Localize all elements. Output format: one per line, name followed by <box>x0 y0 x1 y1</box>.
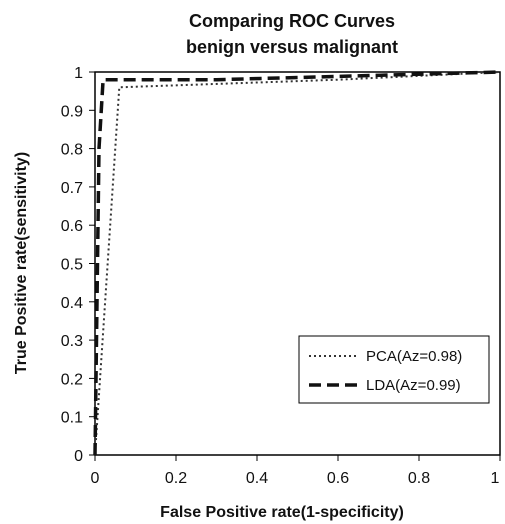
legend: PCA(Az=0.98) LDA(Az=0.99) <box>299 336 489 403</box>
y-tick-label: 0.6 <box>61 218 83 235</box>
y-tick-label: 0.2 <box>61 371 83 388</box>
y-tick-label: 1 <box>74 65 83 82</box>
y-tick-label: 0 <box>74 448 83 465</box>
y-tick-label: 0.7 <box>61 180 83 197</box>
chart-title-line-1: Comparing ROC Curves <box>189 11 395 31</box>
x-tick-label: 0 <box>91 470 100 487</box>
legend-label-lda: LDA(Az=0.99) <box>366 377 461 394</box>
x-tick-label: 1 <box>491 470 500 487</box>
x-tick-label: 0.4 <box>246 470 268 487</box>
y-tick-label: 0.5 <box>61 257 83 274</box>
y-tick-label: 0.3 <box>61 333 83 350</box>
x-axis-ticks: 0 0.2 0.4 0.6 0.8 1 <box>91 455 500 487</box>
x-tick-label: 0.8 <box>408 470 430 487</box>
y-tick-label: 0.9 <box>61 103 83 120</box>
y-tick-label: 0.4 <box>61 295 83 312</box>
y-axis-label: True Positive rate(sensitivity) <box>13 152 30 374</box>
x-tick-label: 0.6 <box>327 470 349 487</box>
x-axis-label: False Positive rate(1-specificity) <box>160 504 404 521</box>
chart-title-line-2: benign versus malignant <box>186 37 398 57</box>
legend-label-pca: PCA(Az=0.98) <box>366 348 462 365</box>
y-tick-label: 0.1 <box>61 410 83 427</box>
y-tick-label: 0.8 <box>61 142 83 159</box>
x-tick-label: 0.2 <box>165 470 187 487</box>
y-axis-ticks: 0 0.1 0.2 0.3 0.4 0.5 0.6 0.7 0.8 0.9 1 <box>61 65 95 465</box>
